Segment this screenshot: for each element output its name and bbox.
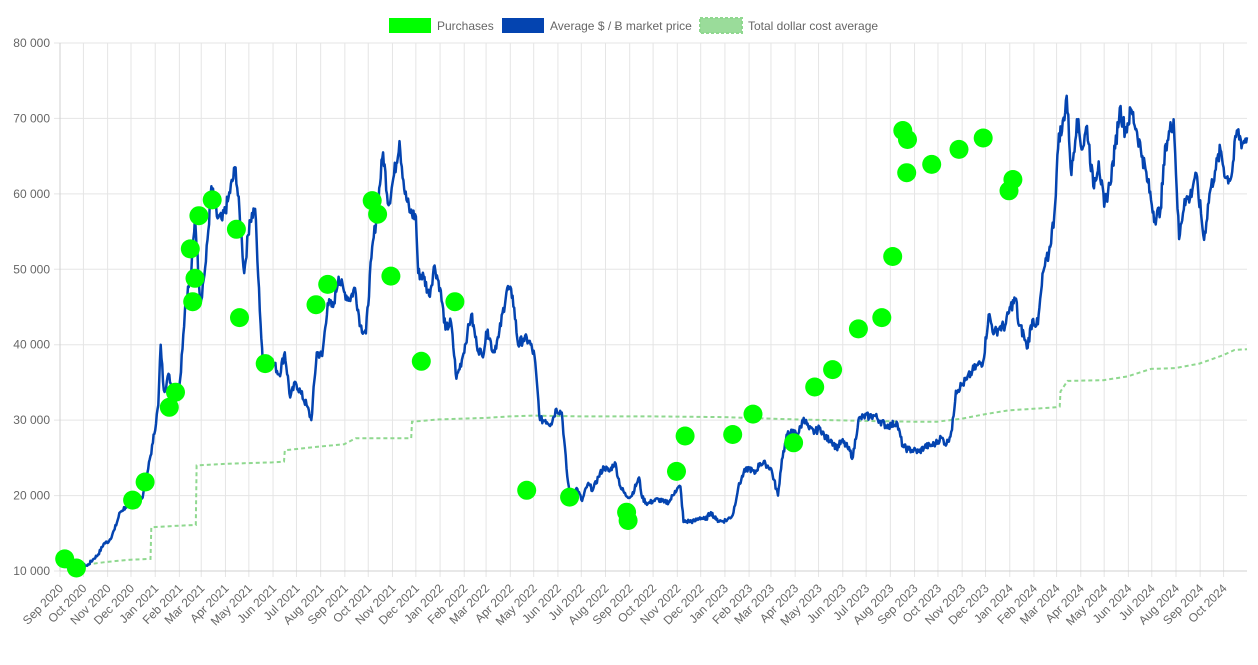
legend-swatch <box>502 18 544 33</box>
legend-swatch <box>389 18 431 33</box>
legend-item[interactable]: Average $ / Ƀ market price <box>502 18 692 33</box>
purchase-point[interactable] <box>166 382 185 402</box>
purchase-point[interactable] <box>560 487 580 507</box>
purchase-point[interactable] <box>805 377 825 397</box>
purchase-point[interactable] <box>898 130 917 149</box>
purchase-point[interactable] <box>183 292 203 312</box>
purchase-point[interactable] <box>159 397 179 417</box>
legend-item[interactable]: Purchases <box>389 18 494 33</box>
purchase-point[interactable] <box>872 308 892 328</box>
purchase-point[interactable] <box>848 319 868 339</box>
purchase-point[interactable] <box>135 472 155 492</box>
y-tick-label: 70 000 <box>13 111 50 125</box>
purchase-point[interactable] <box>180 239 200 259</box>
purchase-point[interactable] <box>883 247 903 266</box>
price-line <box>58 94 1249 569</box>
purchase-point[interactable] <box>230 308 249 328</box>
purchase-point[interactable] <box>743 404 763 424</box>
purchase-point[interactable] <box>202 190 222 210</box>
purchase-series <box>55 121 1023 578</box>
purchase-point[interactable] <box>949 139 969 159</box>
purchase-point[interactable] <box>226 219 246 239</box>
purchase-point[interactable] <box>185 268 205 288</box>
y-tick-label: 30 000 <box>13 413 50 427</box>
purchase-point[interactable] <box>445 292 465 312</box>
legend-label: Average $ / Ƀ market price <box>550 19 692 33</box>
purchase-point[interactable] <box>306 295 326 315</box>
legend-swatch <box>699 17 743 34</box>
purchase-point[interactable] <box>922 154 942 174</box>
purchase-point[interactable] <box>675 426 695 446</box>
y-tick-label: 40 000 <box>13 338 50 352</box>
y-tick-label: 10 000 <box>13 564 50 578</box>
purchase-point[interactable] <box>123 490 143 510</box>
y-tick-label: 60 000 <box>13 187 50 201</box>
purchase-point[interactable] <box>973 128 993 148</box>
purchase-point[interactable] <box>255 354 275 374</box>
chart-legend: Purchases Average $ / Ƀ market price Total… <box>389 17 878 34</box>
y-tick-label: 50 000 <box>13 262 50 276</box>
y-tick-label: 80 000 <box>13 36 50 50</box>
purchase-point[interactable] <box>897 163 917 183</box>
price-series <box>58 94 1249 569</box>
legend-item[interactable]: Total dollar cost average <box>699 17 878 34</box>
purchase-point[interactable] <box>368 204 388 224</box>
purchase-point[interactable] <box>723 425 743 444</box>
purchase-point[interactable] <box>66 558 86 578</box>
purchase-point[interactable] <box>381 266 401 286</box>
purchase-point[interactable] <box>784 433 804 453</box>
y-tick-label: 20 000 <box>13 489 50 503</box>
purchase-point[interactable] <box>618 511 638 530</box>
y-axis: 10 000 20 000 30 000 40 000 50 000 60 000 70 0… <box>13 36 50 578</box>
purchase-point[interactable] <box>318 274 338 294</box>
legend-label: Purchases <box>437 19 494 33</box>
purchase-point[interactable] <box>517 480 537 500</box>
purchase-point[interactable] <box>189 206 209 226</box>
purchase-point[interactable] <box>1003 170 1023 189</box>
purchase-point[interactable] <box>823 360 843 380</box>
chart-grid <box>54 42 1247 577</box>
legend-label: Total dollar cost average <box>748 19 878 33</box>
purchase-point[interactable] <box>667 461 686 481</box>
purchase-point[interactable] <box>411 351 431 371</box>
